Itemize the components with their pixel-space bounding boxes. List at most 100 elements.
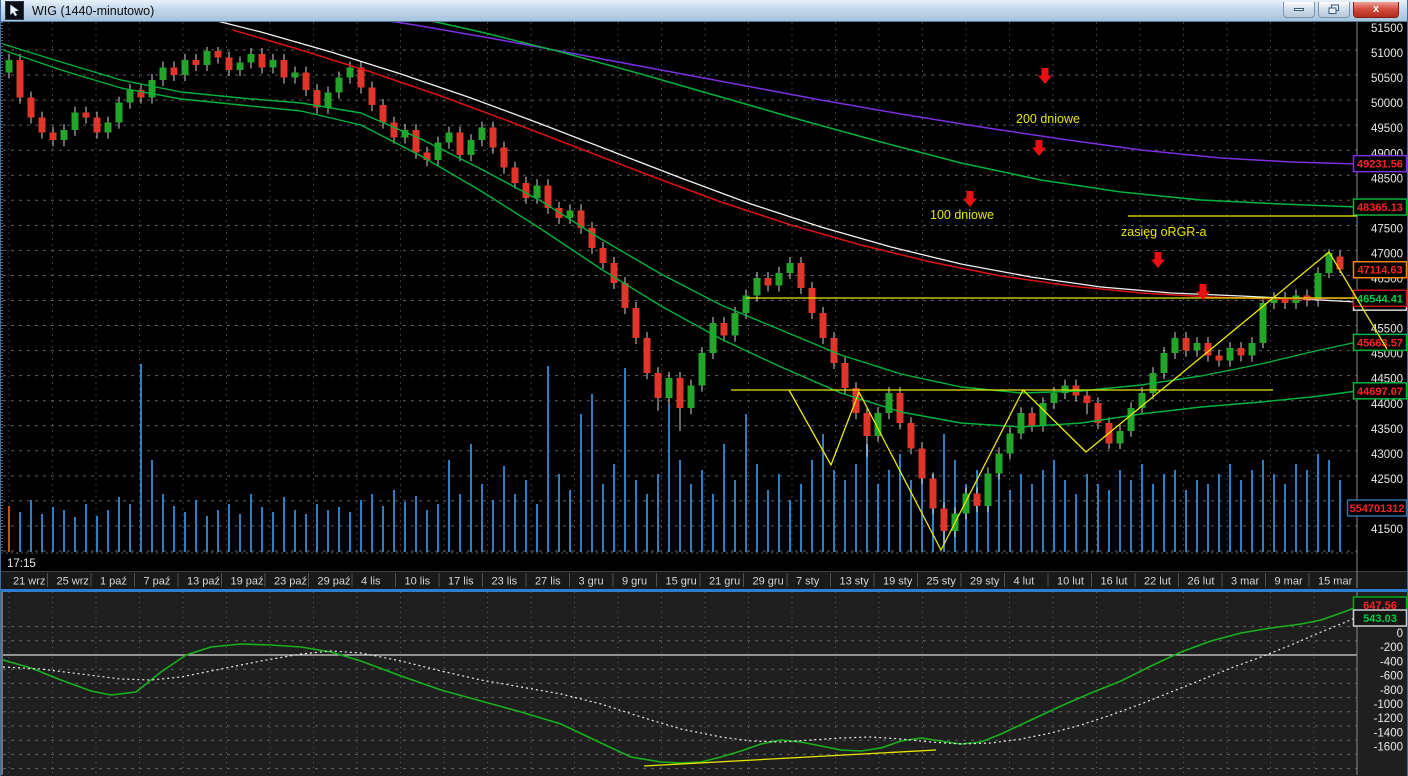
svg-text:-1200: -1200 [1374,713,1403,725]
down-arrow-icon [963,191,977,207]
svg-text:44000: 44000 [1371,399,1403,411]
svg-text:19 sty: 19 sty [883,576,913,588]
svg-text:29 paź: 29 paź [318,576,351,588]
svg-text:23 paź: 23 paź [274,576,307,588]
svg-text:49500: 49500 [1371,123,1403,135]
white-100-dniowa [218,22,1358,303]
down-arrow-icon [1032,140,1046,156]
svg-text:13 sty: 13 sty [840,576,870,588]
svg-text:47000: 47000 [1371,248,1403,260]
svg-text:21 gru: 21 gru [709,576,740,588]
svg-text:41500: 41500 [1371,524,1403,536]
svg-text:46544.41: 46544.41 [1357,293,1403,305]
svg-text:22 lut: 22 lut [1144,576,1171,588]
svg-text:29 gru: 29 gru [753,576,784,588]
text-annotations: 200 dniowe 100 dniowe zasięg oRGR-a [930,112,1206,239]
svg-text:50000: 50000 [1371,98,1403,110]
svg-text:43500: 43500 [1371,424,1403,436]
minimize-icon [1294,8,1304,11]
svg-text:7 paź: 7 paź [144,576,171,588]
green-200-dniowa [432,22,1358,208]
svg-text:-1400: -1400 [1374,727,1403,739]
svg-text:43000: 43000 [1371,449,1403,461]
svg-text:23 lis: 23 lis [492,576,518,588]
purple-200-dniowa [391,22,1358,165]
window-title: WIG (1440-minutowo) [32,3,155,18]
svg-text:47114.63: 47114.63 [1357,265,1402,277]
svg-text:4 lut: 4 lut [1014,576,1035,588]
svg-text:647.56: 647.56 [1363,600,1397,612]
svg-text:19 paź: 19 paź [231,576,264,588]
svg-text:29 sty: 29 sty [970,576,1000,588]
titlebar[interactable]: WIG (1440-minutowo) x [1,0,1407,22]
svg-text:50500: 50500 [1371,73,1403,85]
down-arrow-icon [1196,284,1210,300]
svg-text:554701312: 554701312 [1349,503,1404,515]
svg-text:0: 0 [1397,628,1403,640]
svg-text:1 paź: 1 paź [100,576,127,588]
svg-text:25 sty: 25 sty [927,576,957,588]
svg-text:zasięg oRGR-a: zasięg oRGR-a [1121,225,1206,239]
svg-text:9 mar: 9 mar [1275,576,1303,588]
time-axis: 17:15 21 wrz 25 wrz 1 paź 7 paź 13 paź 19 paź 2… [1,552,1407,588]
svg-text:44697.07: 44697.07 [1357,386,1403,398]
svg-text:16 lut: 16 lut [1101,576,1128,588]
svg-text:200 dniowe: 200 dniowe [1016,112,1080,126]
svg-text:15 gru: 15 gru [666,576,697,588]
macd-line [2,606,1358,764]
svg-text:9 gru: 9 gru [622,576,647,588]
svg-text:48365.13: 48365.13 [1357,202,1403,214]
svg-text:10 lis: 10 lis [405,576,431,588]
svg-text:3 gru: 3 gru [579,576,604,588]
close-button[interactable]: x [1353,2,1399,18]
svg-text:100 dniowe: 100 dniowe [930,208,994,222]
svg-text:42500: 42500 [1371,474,1403,486]
svg-text:51500: 51500 [1371,23,1403,35]
svg-text:10 lut: 10 lut [1057,576,1084,588]
svg-text:3 mar: 3 mar [1231,576,1259,588]
window-controls: x [1283,2,1399,18]
svg-text:13 paź: 13 paź [187,576,220,588]
analysis-overlays [643,215,1388,767]
svg-text:-1000: -1000 [1374,699,1403,711]
inverse-hs-zigzag [788,251,1388,551]
app-icon [5,1,24,20]
vertical-gridlines [8,22,1315,775]
green-mid-ma-1 [2,43,1358,394]
svg-text:47500: 47500 [1371,223,1403,235]
cursor-arrow-icon [10,4,20,17]
close-icon: x [1372,3,1380,15]
svg-text:26 lut: 26 lut [1188,576,1215,588]
price-markers: 49231.5648365.1347114.6346466.5446544.41… [1346,154,1407,627]
candlestick-layer [5,46,1344,546]
restore-button[interactable] [1318,2,1350,18]
svg-text:543.03: 543.03 [1363,613,1397,625]
arrow-annotations [963,68,1210,300]
chart-canvas[interactable]: 5150051000505005000049500490004850048000… [1,22,1408,776]
svg-text:27 lis: 27 lis [535,576,561,588]
svg-text:45000: 45000 [1371,349,1403,361]
svg-text:49231.56: 49231.56 [1357,159,1403,171]
down-arrow-icon [1151,252,1165,268]
macd-signal-line [2,616,1358,745]
volume-layer [8,364,1341,552]
svg-text:45663.57: 45663.57 [1357,337,1403,349]
macd-trendline [643,749,937,767]
minimize-button[interactable] [1283,2,1315,18]
restore-icon [1328,4,1339,14]
panel-divider [1,589,1407,592]
red-100-dniowa [232,29,1358,300]
svg-text:25 wrz: 25 wrz [57,576,89,588]
green-mid-ma-2 [2,49,1358,428]
price-axis-labels: 5150051000505005000049500490004850048000… [1371,23,1403,536]
svg-text:21 wrz: 21 wrz [13,576,45,588]
svg-text:-800: -800 [1380,685,1403,697]
ma-lines [2,22,1358,428]
svg-text:-200: -200 [1380,642,1403,654]
svg-text:-600: -600 [1380,671,1403,683]
svg-text:45500: 45500 [1371,324,1403,336]
svg-text:7 sty: 7 sty [796,576,820,588]
svg-text:-400: -400 [1380,656,1403,668]
svg-text:4 lis: 4 lis [361,576,381,588]
